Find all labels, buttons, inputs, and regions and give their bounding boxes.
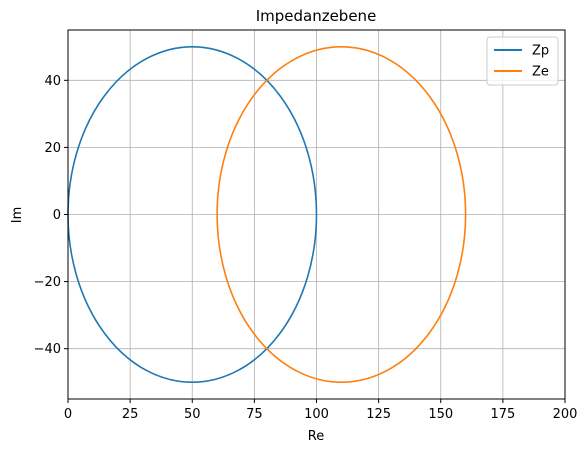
- x-tick-label-7: 175: [490, 407, 515, 422]
- x-tick-label-8: 200: [553, 407, 578, 422]
- y-tick-label-1: −20: [34, 275, 61, 290]
- chart-title: Impedanzebene: [256, 7, 377, 25]
- y-tick-label-2: 0: [53, 208, 61, 223]
- y-tick-label-4: 40: [44, 74, 61, 89]
- x-tick-label-5: 125: [366, 407, 391, 422]
- x-tick-label-2: 50: [184, 407, 201, 422]
- y-axis-label: Im: [10, 207, 25, 224]
- x-tick-label-3: 75: [246, 407, 263, 422]
- legend: Zp Ze: [486, 36, 559, 86]
- series-ze-curve: [216, 45, 467, 384]
- legend-label-ze: Ze: [532, 65, 549, 80]
- legend-label-zp: Zp: [532, 44, 549, 59]
- x-tick-label-0: 0: [64, 407, 72, 422]
- x-axis-label: Re: [308, 429, 324, 444]
- x-tick-label-6: 150: [428, 407, 453, 422]
- y-axis-ticks: −40 −20 0 20 40: [34, 74, 68, 357]
- y-tick-label-0: −40: [34, 342, 61, 357]
- x-tick-label-4: 100: [304, 407, 329, 422]
- x-axis-ticks: 0 25 50 75 100 125 150 175 200: [64, 399, 578, 422]
- x-tick-label-1: 25: [122, 407, 139, 422]
- y-tick-label-3: 20: [44, 141, 61, 156]
